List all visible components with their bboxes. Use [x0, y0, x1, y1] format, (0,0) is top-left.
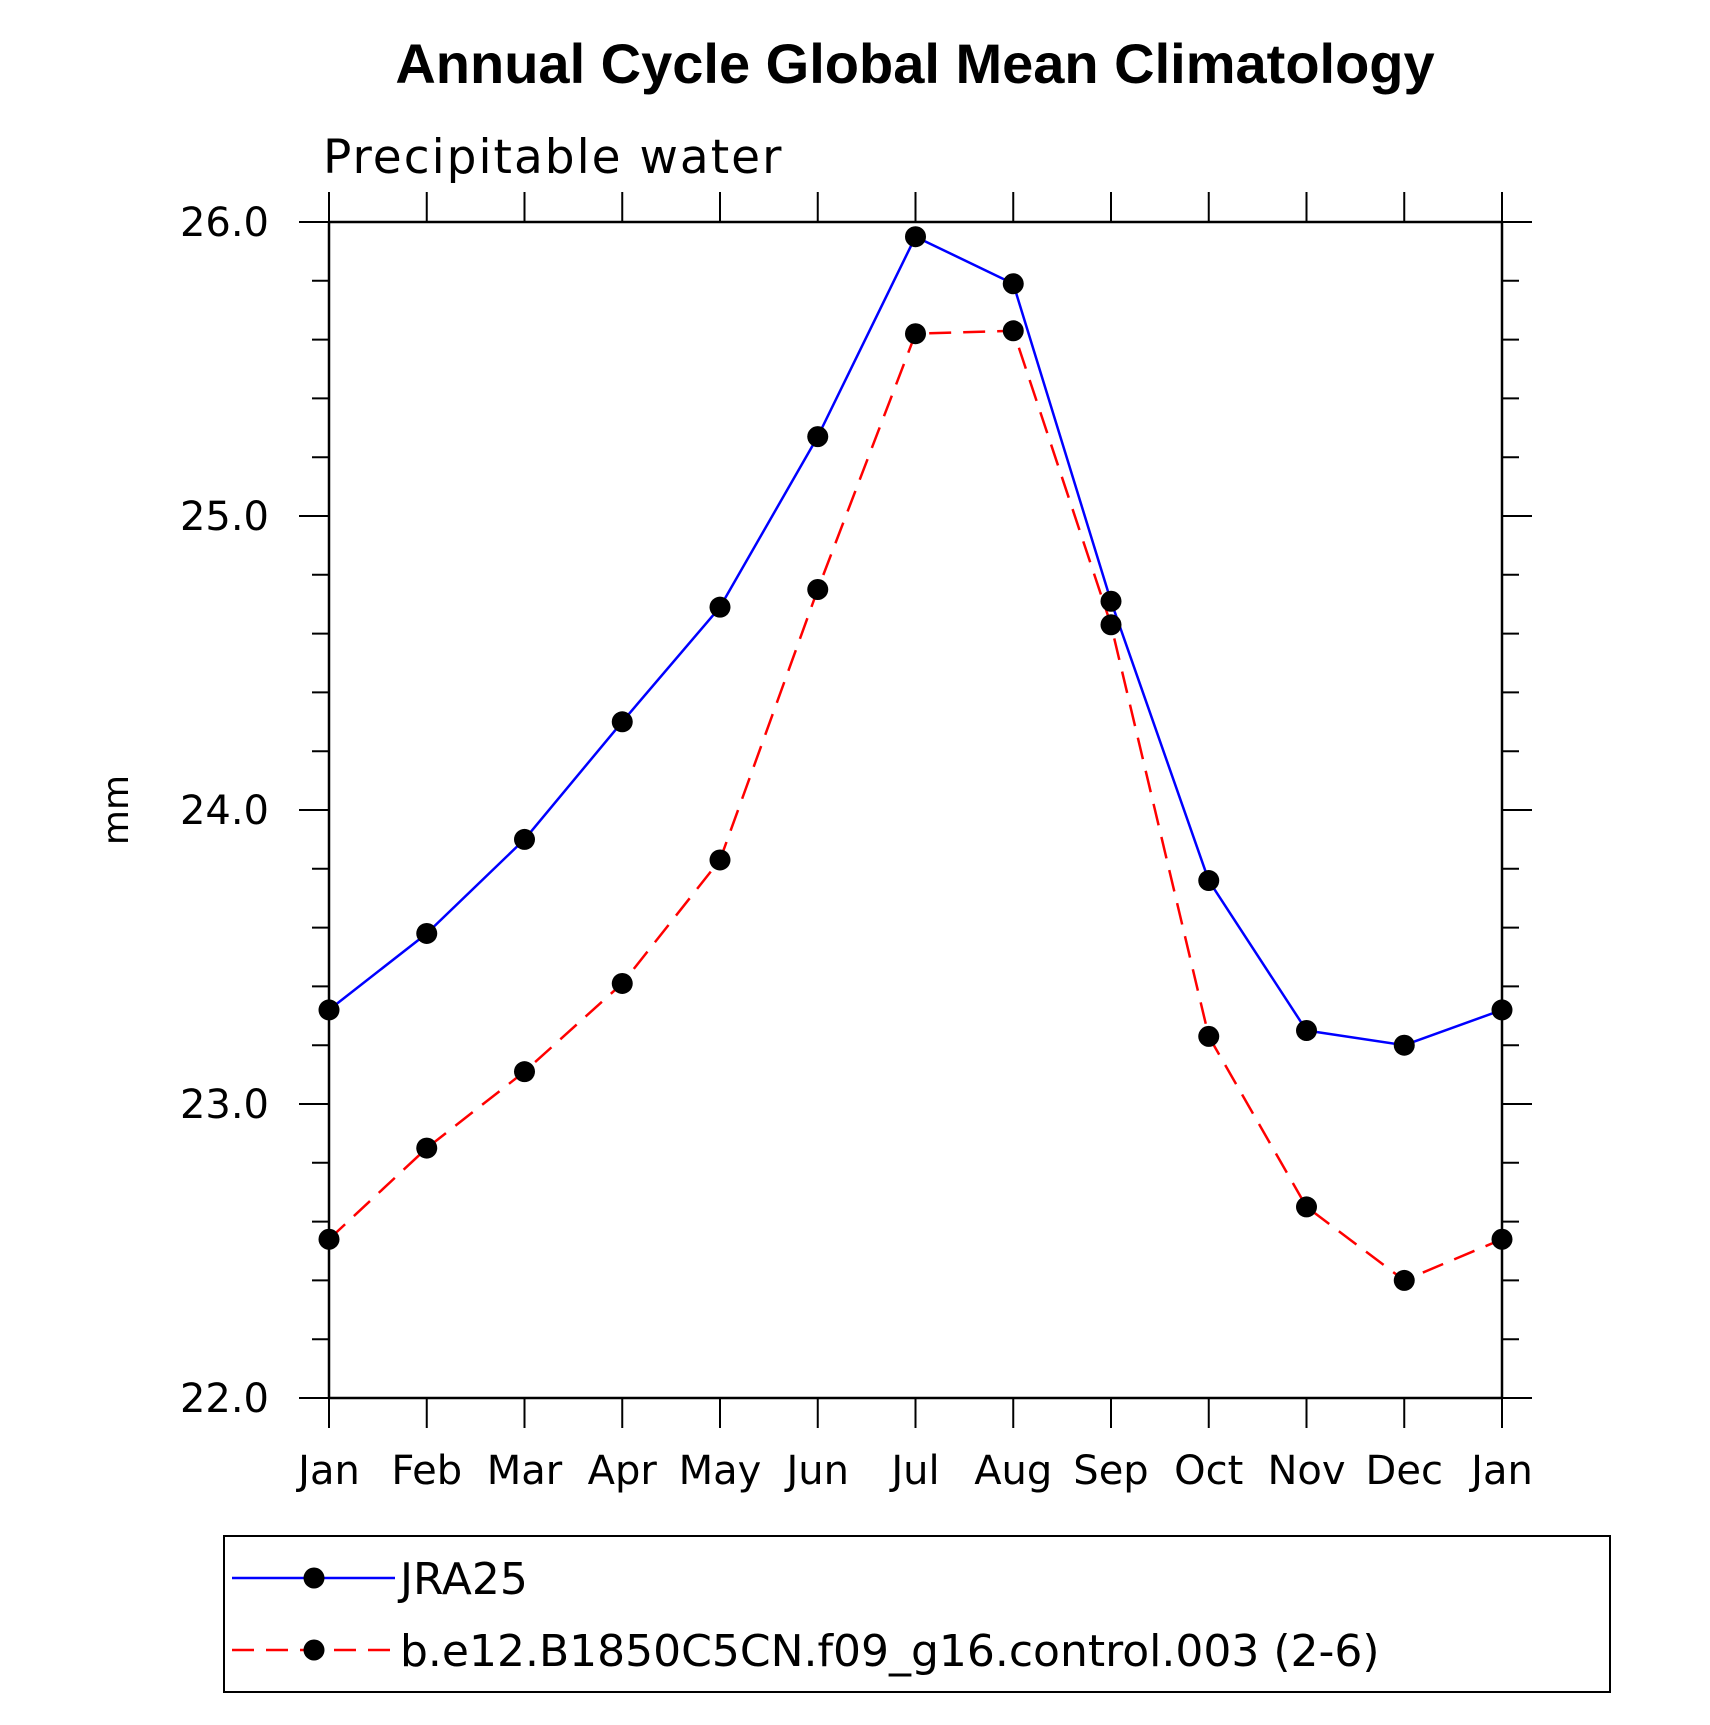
x-tick-label: Jul [888, 1448, 939, 1494]
data-point-series-2 [1296, 1196, 1317, 1218]
chart-title: Annual Cycle Global Mean Climatology [395, 32, 1434, 95]
data-point-series-2 [807, 579, 829, 600]
y-tick-label: 25.0 [180, 494, 269, 540]
x-tick-label: Aug [974, 1448, 1052, 1494]
data-point-series-2 [318, 1228, 340, 1250]
data-point-series-1 [318, 999, 340, 1021]
data-point-series-2 [1491, 1228, 1513, 1250]
data-point-series-2 [905, 323, 926, 345]
data-point-series-1 [1393, 1034, 1415, 1056]
data-point-series-1 [807, 426, 829, 448]
y-tick-label: 26.0 [180, 200, 269, 246]
x-tick-label: Sep [1073, 1448, 1148, 1494]
x-tick-label: Mar [487, 1448, 563, 1494]
y-axis: 22.0 23.0 24.0 25.0 26.0 [180, 200, 1532, 1422]
y-tick-label: 24.0 [180, 788, 269, 834]
legend-label-2: b.e12.B1850C5CN.f09_g16.control.003 (2-6… [400, 1626, 1380, 1677]
data-point-series-1 [905, 226, 926, 248]
data-point-series-1 [514, 828, 535, 850]
y-tick-label: 22.0 [180, 1376, 269, 1422]
x-tick-label: Feb [391, 1448, 462, 1494]
data-point-series-2 [1100, 614, 1122, 636]
x-tick-label: May [679, 1448, 762, 1494]
data-point-series-2 [416, 1137, 438, 1159]
x-tick-label: Dec [1366, 1448, 1443, 1494]
x-tick-label: Apr [588, 1448, 658, 1494]
series-line-2 [328, 329, 1503, 1282]
x-tick-label: Jun [784, 1448, 850, 1494]
x-tick-label: Nov [1267, 1448, 1345, 1494]
series-line-1 [328, 235, 1503, 1047]
data-point-series-1 [1198, 870, 1220, 892]
legend-marker-2 [303, 1639, 325, 1661]
legend-marker-1 [303, 1567, 325, 1589]
legend: JRA25 b.e12.B1850C5CN.f09_g16.control.003… [223, 1535, 1611, 1693]
data-point-series-1 [1100, 590, 1122, 612]
y-axis-label: mm [96, 775, 137, 845]
data-point-series-1 [416, 922, 438, 944]
legend-box [223, 1535, 1611, 1693]
data-point-series-1 [1002, 273, 1024, 295]
x-axis: Jan Feb Mar Apr May Jun Jul Aug Sep Oct Nov Dec Jan [295, 192, 1533, 1494]
data-point-series-2 [1198, 1025, 1220, 1047]
data-point-series-1 [611, 711, 633, 733]
series-layer [318, 226, 1513, 1291]
data-point-series-2 [709, 849, 731, 871]
legend-label-1: JRA25 [397, 1554, 528, 1605]
chart-subtitle: Precipitable water [323, 130, 783, 185]
data-point-series-2 [1002, 320, 1024, 342]
y-tick-label: 23.0 [180, 1082, 269, 1128]
data-point-series-1 [1491, 999, 1513, 1021]
data-point-series-2 [1393, 1269, 1415, 1291]
data-point-series-2 [611, 972, 633, 994]
data-point-series-2 [514, 1061, 535, 1083]
data-point-series-1 [709, 596, 731, 618]
x-tick-label: Oct [1174, 1448, 1243, 1494]
x-tick-label: Jan [1468, 1448, 1533, 1494]
x-tick-label: Jan [295, 1448, 360, 1494]
data-point-series-1 [1296, 1020, 1317, 1041]
